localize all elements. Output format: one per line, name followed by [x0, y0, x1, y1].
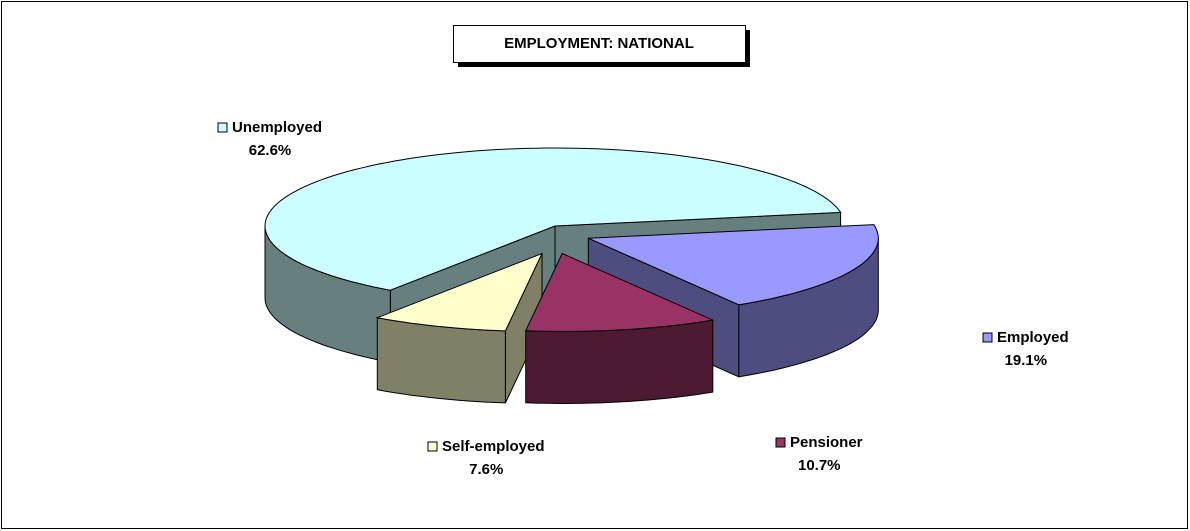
data-label: Pensioner 10.7% — [775, 434, 863, 474]
data-label: Self-employed 7.6% — [427, 438, 545, 478]
slice-top — [588, 224, 879, 306]
title-box — [453, 25, 746, 63]
legend-swatch — [427, 441, 438, 452]
slice-top — [264, 147, 842, 291]
data-label: Employed 19.1% — [982, 329, 1069, 369]
label-value: 7.6% — [469, 461, 503, 478]
label-name: Employed — [997, 329, 1069, 346]
legend-swatch — [982, 332, 993, 343]
slice-wall — [525, 319, 714, 405]
slice-top — [524, 252, 715, 333]
data-label: Unemployed 62.6% — [217, 119, 322, 159]
chart-title: EMPLOYMENT: NATIONAL — [504, 35, 694, 52]
pie — [264, 147, 879, 405]
legend-swatch — [775, 437, 786, 448]
label-value: 10.7% — [798, 457, 841, 474]
label-value: 62.6% — [249, 142, 292, 159]
pie-slice — [524, 252, 715, 405]
pie-slice — [375, 252, 543, 404]
labels: Unemployed 62.6% Employed 19.1% Pensioner 10.… — [217, 119, 1069, 478]
label-value: 19.1% — [1005, 352, 1048, 369]
label-name: Unemployed — [232, 119, 322, 136]
slice-top — [375, 252, 543, 332]
label-name: Self-employed — [442, 438, 545, 455]
label-name: Pensioner — [790, 434, 863, 451]
legend-swatch — [217, 122, 228, 133]
